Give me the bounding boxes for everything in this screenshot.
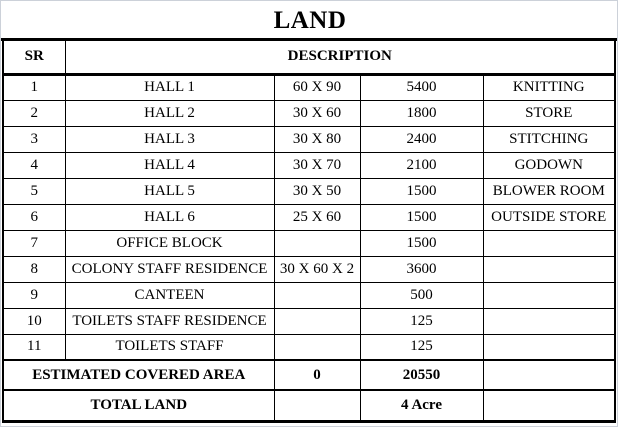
area-cell: 1500: [359, 203, 484, 231]
header-row: SR DESCRIPTION: [2, 41, 616, 76]
area-cell: 125: [359, 333, 484, 361]
sr-cell: 8: [2, 255, 66, 283]
sr-cell: 11: [2, 333, 66, 361]
sr-cell: 7: [2, 229, 66, 257]
sr-cell: 9: [2, 281, 66, 309]
size-cell: [273, 307, 361, 335]
area-cell: 2400: [359, 125, 484, 153]
table-row: 5 HALL 5 30 X 50 1500 BLOWER ROOM: [2, 177, 616, 205]
area-cell: 1500: [359, 229, 484, 257]
purpose-cell: [482, 229, 616, 257]
description-cell: OFFICE BLOCK: [64, 229, 275, 257]
area-cell: 4 Acre: [359, 389, 484, 422]
table-row: 8 COLONY STAFF RESIDENCE 30 X 60 X 2 360…: [2, 255, 616, 283]
description-cell: TOILETS STAFF: [64, 333, 275, 361]
sr-cell: 5: [2, 177, 66, 205]
purpose-cell: GODOWN: [482, 151, 616, 179]
purpose-cell: [482, 359, 616, 391]
table-row: 1 HALL 1 60 X 90 5400 KNITTING: [2, 73, 616, 101]
size-cell: 30 X 70: [273, 151, 361, 179]
table-row: 4 HALL 4 30 X 70 2100 GODOWN: [2, 151, 616, 179]
column-header-description: DESCRIPTION: [64, 41, 616, 76]
purpose-cell: [482, 281, 616, 309]
area-cell: 1500: [359, 177, 484, 205]
table-row: 9 CANTEEN 500: [2, 281, 616, 309]
size-cell: 30 X 60: [273, 99, 361, 127]
purpose-cell: [482, 333, 616, 361]
purpose-cell: STITCHING: [482, 125, 616, 153]
purpose-cell: [482, 255, 616, 283]
summary-label: TOTAL LAND: [2, 389, 275, 422]
table-row: 2 HALL 2 30 X 60 1800 STORE: [2, 99, 616, 127]
size-cell: [273, 333, 361, 361]
summary-row-covered-area: ESTIMATED COVERED AREA 0 20550: [2, 359, 616, 391]
area-cell: 500: [359, 281, 484, 309]
table-row: 11 TOILETS STAFF 125: [2, 333, 616, 361]
sr-cell: 2: [2, 99, 66, 127]
description-cell: HALL 1: [64, 73, 275, 101]
area-cell: 1800: [359, 99, 484, 127]
table-row: 10 TOILETS STAFF RESIDENCE 125: [2, 307, 616, 335]
description-cell: HALL 6: [64, 203, 275, 231]
purpose-cell: OUTSIDE STORE: [482, 203, 616, 231]
size-cell: 30 X 60 X 2: [273, 255, 361, 283]
size-cell: 25 X 60: [273, 203, 361, 231]
size-cell: 60 X 90: [273, 73, 361, 101]
description-cell: HALL 2: [64, 99, 275, 127]
description-cell: TOILETS STAFF RESIDENCE: [64, 307, 275, 335]
summary-row-total-land: TOTAL LAND 4 Acre: [2, 389, 616, 422]
table-row: 6 HALL 6 25 X 60 1500 OUTSIDE STORE: [2, 203, 616, 231]
size-cell: [273, 229, 361, 257]
area-cell: 5400: [359, 73, 484, 101]
sr-cell: 10: [2, 307, 66, 335]
description-cell: HALL 5: [64, 177, 275, 205]
land-table: SR DESCRIPTION 1 HALL 1 60 X 90 5400 KNI…: [2, 41, 616, 423]
purpose-cell: [482, 307, 616, 335]
page-title: LAND: [273, 7, 347, 34]
sr-cell: 6: [2, 203, 66, 231]
column-header-sr: SR: [2, 41, 66, 76]
sr-cell: 1: [2, 73, 66, 101]
area-cell: 2100: [359, 151, 484, 179]
size-cell: 30 X 50: [273, 177, 361, 205]
sr-cell: 4: [2, 151, 66, 179]
table-top-border: [1, 38, 617, 41]
purpose-cell: STORE: [482, 99, 616, 127]
size-cell: [273, 281, 361, 309]
description-cell: CANTEEN: [64, 281, 275, 309]
purpose-cell: BLOWER ROOM: [482, 177, 616, 205]
summary-label: ESTIMATED COVERED AREA: [2, 359, 275, 391]
size-cell: [273, 389, 361, 422]
sr-cell: 3: [2, 125, 66, 153]
area-cell: 3600: [359, 255, 484, 283]
table-row: 7 OFFICE BLOCK 1500: [2, 229, 616, 257]
size-cell: 30 X 80: [273, 125, 361, 153]
description-cell: COLONY STAFF RESIDENCE: [64, 255, 275, 283]
description-cell: HALL 3: [64, 125, 275, 153]
purpose-cell: KNITTING: [482, 73, 616, 101]
size-cell: 0: [273, 359, 361, 391]
area-cell: 20550: [359, 359, 484, 391]
description-cell: HALL 4: [64, 151, 275, 179]
area-cell: 125: [359, 307, 484, 335]
purpose-cell: [482, 389, 616, 422]
table-row: 3 HALL 3 30 X 80 2400 STITCHING: [2, 125, 616, 153]
